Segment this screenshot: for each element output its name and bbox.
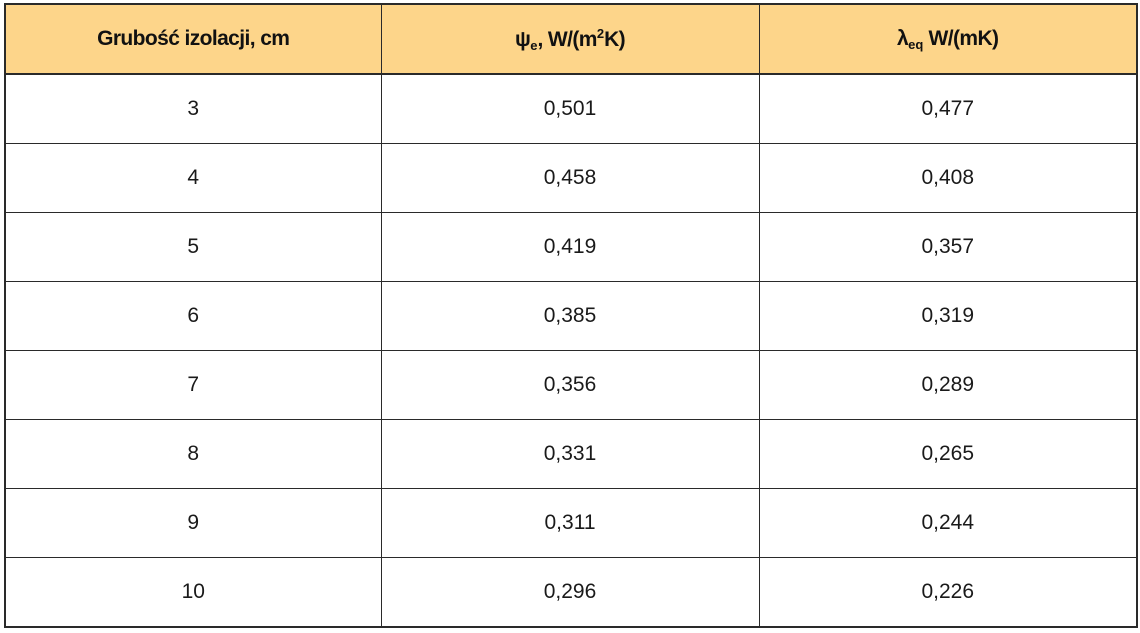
cell-lambda-eq: 0,477 [759, 74, 1137, 144]
table-row: 3 0,501 0,477 [5, 74, 1137, 144]
table-body: 3 0,501 0,477 4 0,458 0,408 5 0,419 0,35… [5, 74, 1137, 627]
table-row: 9 0,311 0,244 [5, 488, 1137, 558]
cell-thickness: 7 [5, 350, 382, 420]
cell-lambda-eq: 0,244 [759, 488, 1137, 558]
psi-symbol: ψ [514, 27, 531, 51]
table-row: 8 0,331 0,265 [5, 419, 1137, 489]
lambda-subscript: eq [908, 36, 924, 52]
cell-psi-e: 0,356 [381, 350, 760, 420]
psi-unit-superscript: 2 [596, 25, 605, 41]
header-lambda-eq: λeq W/(mK) [759, 4, 1137, 75]
cell-thickness: 5 [5, 212, 382, 282]
cell-psi-e: 0,458 [381, 143, 760, 213]
cell-psi-e: 0,296 [381, 557, 760, 627]
lambda-unit: W/(mK) [923, 26, 999, 50]
cell-thickness: 4 [5, 143, 382, 213]
table-header: Grubość izolacji, cm ψe, W/(m2K) λeq W/(… [5, 4, 1137, 75]
cell-lambda-eq: 0,357 [759, 212, 1137, 282]
cell-psi-e: 0,311 [381, 488, 760, 558]
cell-psi-e: 0,331 [381, 419, 760, 489]
table-row: 4 0,458 0,408 [5, 143, 1137, 213]
cell-psi-e: 0,501 [381, 74, 760, 144]
header-psi-e: ψe, W/(m2K) [381, 4, 760, 75]
table-row: 5 0,419 0,357 [5, 212, 1137, 282]
cell-thickness: 9 [5, 488, 382, 558]
psi-subscript: e [530, 37, 538, 53]
table-row: 7 0,356 0,289 [5, 350, 1137, 420]
cell-lambda-eq: 0,289 [759, 350, 1137, 420]
cell-thickness: 10 [5, 557, 382, 627]
table-row: 10 0,296 0,226 [5, 557, 1137, 627]
header-row: Grubość izolacji, cm ψe, W/(m2K) λeq W/(… [5, 4, 1137, 75]
header-insulation-thickness: Grubość izolacji, cm [5, 4, 382, 75]
table-row: 6 0,385 0,319 [5, 281, 1137, 351]
cell-psi-e: 0,419 [381, 212, 760, 282]
insulation-table: Grubość izolacji, cm ψe, W/(m2K) λeq W/(… [4, 3, 1138, 628]
cell-lambda-eq: 0,265 [759, 419, 1137, 489]
cell-thickness: 6 [5, 281, 382, 351]
cell-lambda-eq: 0,408 [759, 143, 1137, 213]
cell-lambda-eq: 0,226 [921, 580, 975, 603]
cell-psi-e: 0,385 [381, 281, 760, 351]
cell-lambda-eq: 0,319 [759, 281, 1137, 351]
cell-thickness: 8 [5, 419, 382, 489]
data-table-container: Grubość izolacji, cm ψe, W/(m2K) λeq W/(… [4, 3, 1138, 629]
lambda-symbol: λ [897, 26, 909, 50]
psi-unit-part2: K) [604, 27, 626, 51]
psi-unit-part1: , W/(m [537, 27, 597, 51]
header-insulation-thickness-label: Grubość izolacji, cm [97, 27, 290, 50]
cell-thickness: 3 [5, 74, 382, 144]
